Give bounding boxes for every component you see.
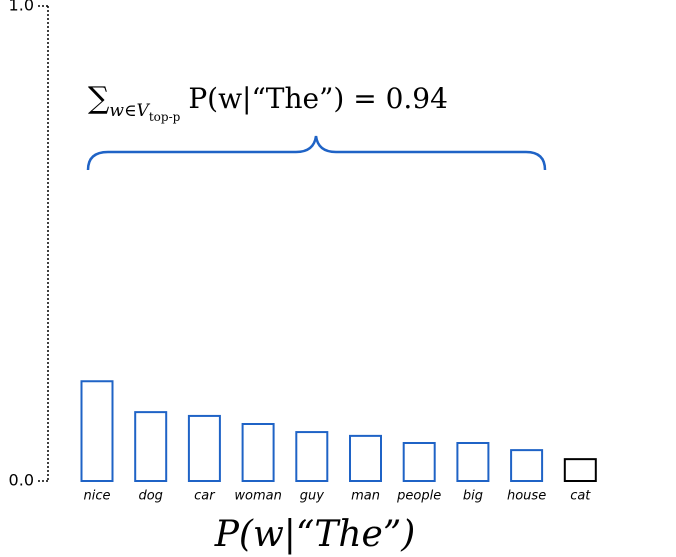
- x-axis-label: P(w|“The”): [214, 514, 416, 555]
- sum-sign: ∑: [88, 81, 110, 116]
- annotation: ∑w∈Vtop-p P(w|“The”) = 0.94: [88, 81, 448, 124]
- bar: [563, 458, 597, 482]
- bar: [295, 431, 329, 483]
- bar: [187, 414, 221, 482]
- bar: [510, 449, 544, 482]
- bar: [241, 423, 275, 482]
- sum-subsubscript: top-p: [149, 110, 181, 124]
- x-tick-label: nice: [84, 489, 111, 504]
- bar: [349, 434, 382, 482]
- x-tick-label: guy: [300, 489, 324, 504]
- y-tick-label: 1.0: [9, 0, 34, 15]
- x-tick-label: man: [351, 489, 380, 504]
- y-tick-label: 0.0: [9, 471, 34, 490]
- annotation-expression: P(w|“The”) = 0.94: [188, 82, 448, 115]
- x-tick-label: woman: [234, 489, 281, 504]
- x-tick-label: car: [194, 489, 216, 504]
- x-tick-label: dog: [138, 489, 162, 504]
- x-tick-label: cat: [570, 489, 591, 504]
- x-tick-label: big: [463, 489, 483, 504]
- sum-subscript: w∈V: [109, 101, 150, 121]
- x-tick-label: people: [396, 489, 441, 504]
- bar: [80, 380, 114, 482]
- brace: [86, 135, 547, 171]
- bar: [134, 411, 168, 482]
- x-tick-label: house: [507, 489, 546, 504]
- bar: [456, 442, 490, 482]
- bar: [402, 442, 436, 482]
